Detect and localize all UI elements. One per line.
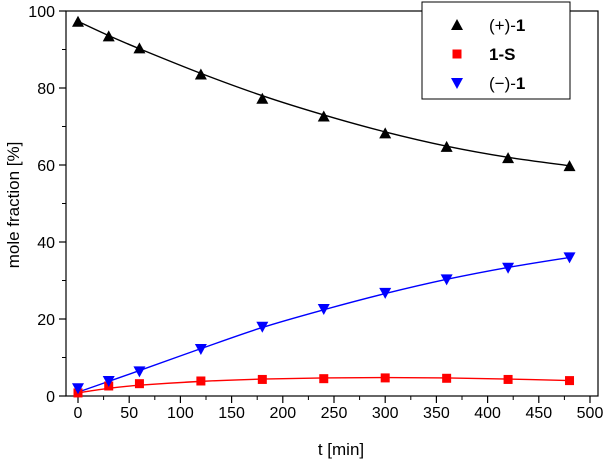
legend-marker-1s-square [452, 49, 462, 59]
data-point-1-triangle-up [133, 42, 146, 54]
x-tick-label: 0 [74, 405, 83, 422]
data-point-1-triangle-up [256, 92, 269, 104]
data-point-1-triangle-up [72, 15, 84, 27]
data-point-1s-square [196, 376, 206, 386]
data-point-1s-square [442, 373, 452, 383]
data-point-1-triangle-down [379, 287, 392, 299]
x-tick-label: 250 [321, 405, 348, 422]
fit-curve-1s-square [77, 376, 570, 394]
x-tick-label: 300 [372, 405, 399, 422]
data-point-1-triangle-up [102, 30, 115, 42]
data-point-1-triangle-down [102, 375, 115, 387]
x-tick-label: 50 [120, 405, 138, 422]
data-point-1-triangle-down [72, 383, 84, 395]
x-tick-label: 400 [474, 405, 501, 422]
legend-marker-1-triangle-down [451, 78, 463, 89]
data-point-1-triangle-up [502, 152, 515, 164]
data-point-1-triangle-up [440, 140, 453, 152]
x-tick-label: 100 [167, 405, 194, 422]
fit-curve-1-triangle-up [77, 20, 570, 167]
data-point-1-triangle-down [194, 344, 207, 356]
y-tick-label: 80 [37, 81, 55, 98]
y-tick-label: 0 [46, 389, 55, 406]
y-axis-title: mole fraction [%] [4, 142, 23, 269]
data-point-1s-square [380, 373, 390, 383]
x-tick-label: 200 [269, 405, 296, 422]
x-tick-label: 450 [525, 405, 552, 422]
data-point-1-triangle-down [563, 252, 576, 264]
legend-label-1-triangle-down: (−)-1 [489, 74, 525, 93]
data-point-1-triangle-up [563, 160, 576, 172]
legend: (+)-1 1-S (−)-1 [421, 1, 571, 100]
data-point-1s-square [134, 379, 144, 389]
data-point-1-triangle-up [317, 110, 330, 122]
y-tick-label: 20 [37, 312, 55, 329]
legend-box [421, 1, 571, 100]
legend-marker-1-triangle-up [451, 19, 463, 30]
fit-curves [77, 20, 570, 394]
x-axis-title: t [min] [318, 440, 364, 459]
data-point-1-triangle-down [133, 366, 146, 378]
data-point-1-triangle-up [379, 127, 392, 139]
y-tick-label: 100 [28, 4, 55, 21]
data-point-1s-square [565, 376, 575, 386]
data-point-1-triangle-down [440, 274, 453, 286]
data-point-1s-square [257, 374, 267, 384]
y-tick-label: 40 [37, 235, 55, 252]
x-tick-label: 150 [218, 405, 245, 422]
fit-curve-1-triangle-down [77, 256, 570, 393]
x-tick-label: 500 [577, 405, 604, 422]
data-point-1s-square [503, 374, 513, 384]
data-markers [72, 15, 576, 398]
data-point-1-triangle-down [256, 321, 269, 333]
data-point-1-triangle-up [194, 68, 207, 80]
x-tick-label: 350 [423, 405, 450, 422]
legend-label-1s-square: 1-S [489, 45, 515, 64]
data-point-1s-square [319, 374, 329, 384]
y-tick-label: 60 [37, 158, 55, 175]
data-point-1-triangle-down [317, 303, 330, 315]
legend-label-1-triangle-up: (+)-1 [489, 16, 525, 35]
axes: 0 50 100 150 200 250 300 350 400 450 500 0 20 40 60 80 1… [28, 4, 603, 422]
data-point-1-triangle-down [502, 262, 515, 274]
